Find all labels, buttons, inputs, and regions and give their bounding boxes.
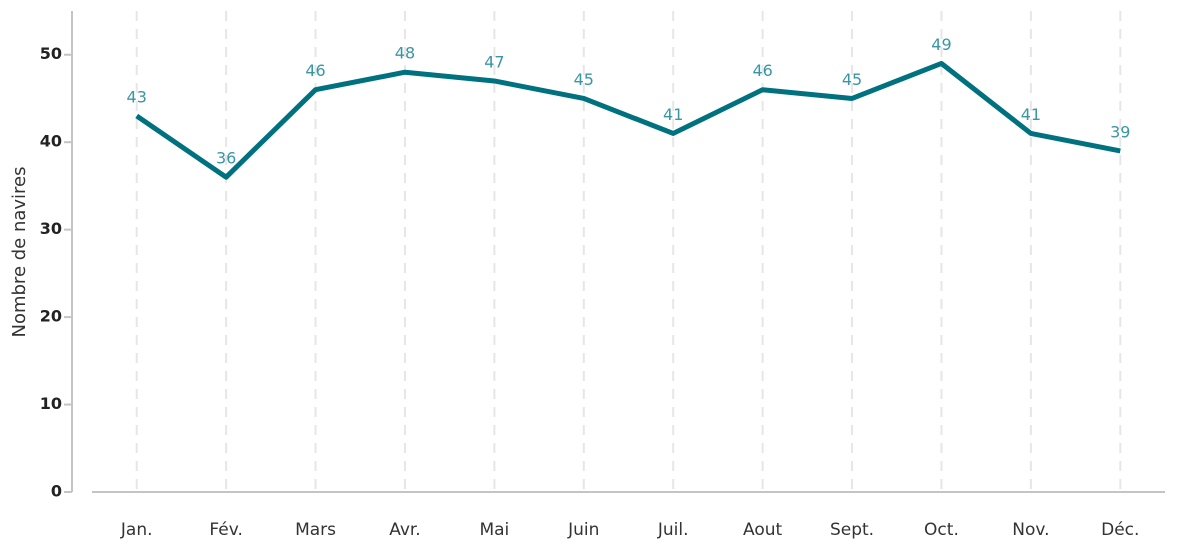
x-tick-label: Juin xyxy=(567,520,599,540)
data-label: 45 xyxy=(842,70,862,89)
x-tick-label: Fév. xyxy=(209,520,242,540)
y-tick-label: 30 xyxy=(40,219,62,238)
y-tick-label: 10 xyxy=(40,394,62,413)
data-label: 41 xyxy=(1021,105,1041,124)
y-tick-label: 20 xyxy=(40,307,62,326)
data-label: 43 xyxy=(127,87,147,106)
data-label: 41 xyxy=(663,105,683,124)
y-tick-label: 50 xyxy=(40,44,62,63)
x-tick-label: Oct. xyxy=(924,520,959,540)
y-axis-label: Nombre de navires xyxy=(9,166,30,337)
data-label: 48 xyxy=(395,44,415,63)
x-tick-label: Avr. xyxy=(389,520,421,540)
line xyxy=(135,60,1121,180)
data-label: 46 xyxy=(752,61,772,80)
data-label: 45 xyxy=(574,70,594,89)
data-label: 39 xyxy=(1110,122,1130,141)
x-tick-label: Sept. xyxy=(830,520,874,540)
data-label: 47 xyxy=(484,52,504,71)
y-tick-label: 40 xyxy=(40,132,62,151)
x-tick-label: Aout xyxy=(743,520,783,540)
data-label: 36 xyxy=(216,149,236,168)
data-label: 49 xyxy=(931,35,951,54)
x-tick-label: Mai xyxy=(479,520,509,540)
x-tick-label: Jan. xyxy=(120,520,153,540)
x-tick-label: Juil. xyxy=(657,520,689,540)
data-label: 46 xyxy=(305,61,325,80)
y-tick-label: 0 xyxy=(51,482,62,501)
x-tick-label: Mars xyxy=(295,520,336,540)
x-tick-label: Nov. xyxy=(1012,520,1049,540)
x-tick-label: Déc. xyxy=(1101,520,1139,540)
